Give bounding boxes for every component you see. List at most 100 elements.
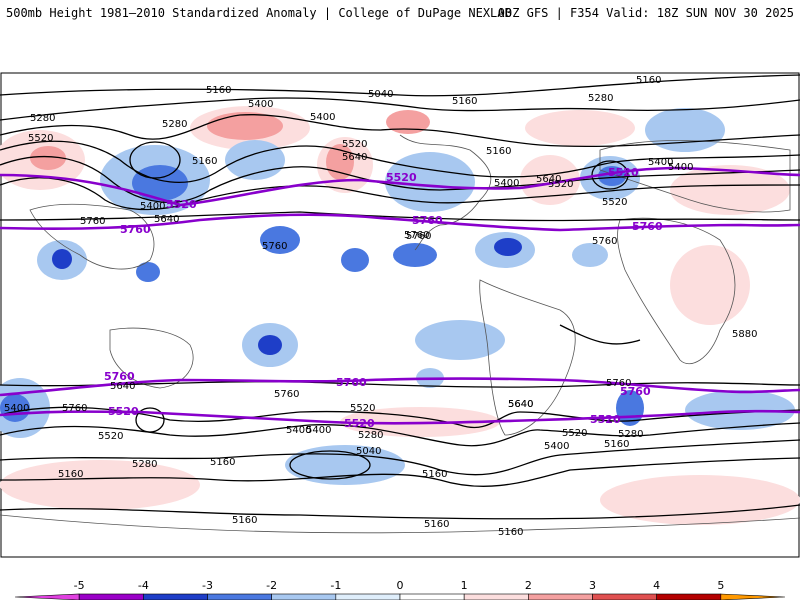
colorbar: -5 -4 -3 -2 -1 0 1 2 3 4 5 [14,579,786,600]
contour-label: 5160 [604,439,629,450]
pos-anomaly-strong [30,146,66,170]
contour-label: 5280 [30,113,55,124]
africa-coast [617,217,736,365]
contour-label: 5760 [406,231,431,242]
pos-anomaly-area [600,475,800,525]
key-contour-label: 5760 [104,370,135,383]
neg-anomaly-area [385,152,475,212]
antarctica-coast [0,514,800,534]
neg-anomaly-strong [260,226,300,254]
contour-label: 5760 [404,230,429,241]
pos-anomaly-area [670,165,790,215]
asia-coast [29,203,155,270]
australia-coast [109,327,194,389]
colorbar-segment [207,593,272,600]
colorbar-segment [720,593,786,600]
neg-anomaly-strong [132,165,188,201]
map-title: 500mb Height 1981–2010 Standardized Anom… [6,6,512,20]
neg-anomaly-area [645,108,725,152]
key-contour-labels: 5520 5520 5520 5760 5760 5760 5760 5760 … [104,166,663,430]
key-contour-label: 5760 [412,214,443,227]
neg-anomaly-strong [341,248,369,272]
contour-label: 5760 [274,389,299,400]
contour-closed [135,407,165,433]
contour-label: 5640 [342,152,367,163]
neg-anomaly-strong [136,262,160,282]
colorbar-segment [143,593,208,600]
contour-label: 5520 [602,197,627,208]
key-contour-label: 5520 [344,417,375,430]
colorbar-segment [335,593,401,600]
key-contour-label: 5520 [166,198,197,211]
contour-label: 5760 [592,236,617,247]
contour-label: 5760 [80,216,105,227]
height-contours [0,74,800,520]
colorbar-segment [528,593,593,600]
contour-label: 5040 [368,89,393,100]
contour-label: 5040 [356,446,381,457]
key-contour-label: 5760 [632,220,663,233]
contour-label: 5400 [648,157,673,168]
contour-label: 5160 [452,96,477,107]
contour-label: 5280 [358,430,383,441]
contour-label: 5280 [132,459,157,470]
contour-closed [289,450,371,480]
contour-label: 5280 [162,119,187,130]
contour-5520-south [0,409,800,425]
contour-label: 5760 [262,241,287,252]
contour-label: 5640 [536,174,561,185]
contour-label: 5280 [588,93,613,104]
colorbar-tick-label: 4 [653,579,660,592]
contour-label: 5520 [562,428,587,439]
contour-label: 5400 [140,201,165,212]
contour-label: 5400 [544,441,569,452]
contour-line [0,439,800,476]
neg-anomaly-strong [494,238,522,256]
colorbar-segment [14,593,80,600]
colorbar-tick-label: 5 [717,579,724,592]
contour-line [0,140,800,183]
contour-label: 5640 [508,399,533,410]
model-run-info: 00Z GFS | F354 Valid: 18Z SUN NOV 30 202… [497,6,794,20]
key-contour-label: 5520 [386,171,417,184]
contour-label: 5400 [306,425,331,436]
contour-closed [591,160,629,190]
contour-label: 5160 [210,457,235,468]
pos-anomaly-area [525,110,635,146]
neg-anomaly-area [225,140,285,180]
contour-line [0,381,800,388]
contour-5520-north [0,166,800,207]
contour-label: 5160 [206,85,231,96]
contour-label: 5520 [28,133,53,144]
colorbar-tick-label: 3 [589,579,596,592]
contour-line [559,324,641,345]
contour-line [0,504,800,520]
contour-labels: 5160 5040 5160 5160 5280 5400 5400 5280 … [4,75,757,538]
contour-label: 5760 [606,378,631,389]
contour-line [0,97,800,121]
key-contour-label: 5520 [590,413,621,426]
pos-anomaly-area [0,460,200,510]
neg-anomaly-area [415,320,505,360]
contour-label: 5160 [424,519,449,530]
contour-label: 5400 [668,162,693,173]
contour-line [0,74,800,97]
colorbar-tick-label: -2 [266,579,277,592]
contour-line [0,422,800,447]
contour-label: 5160 [498,527,523,538]
colorbar-segment [78,593,144,600]
contour-line [0,114,800,148]
colorbar-segment [656,593,722,600]
contour-closed [129,141,181,179]
coastlines [0,134,800,534]
contour-label: 5760 [62,403,87,414]
pos-anomaly-area [670,245,750,325]
colorbar-tick-label: 2 [525,579,532,592]
contour-label: 5520 [342,139,367,150]
contour-label: 5400 [4,403,29,414]
neg-anomaly-strong [258,335,282,355]
contour-label: 5400 [248,99,273,110]
key-contours [0,166,800,425]
colorbar-tick-label: 0 [397,579,404,592]
colorbar-tick-label: -4 [138,579,149,592]
